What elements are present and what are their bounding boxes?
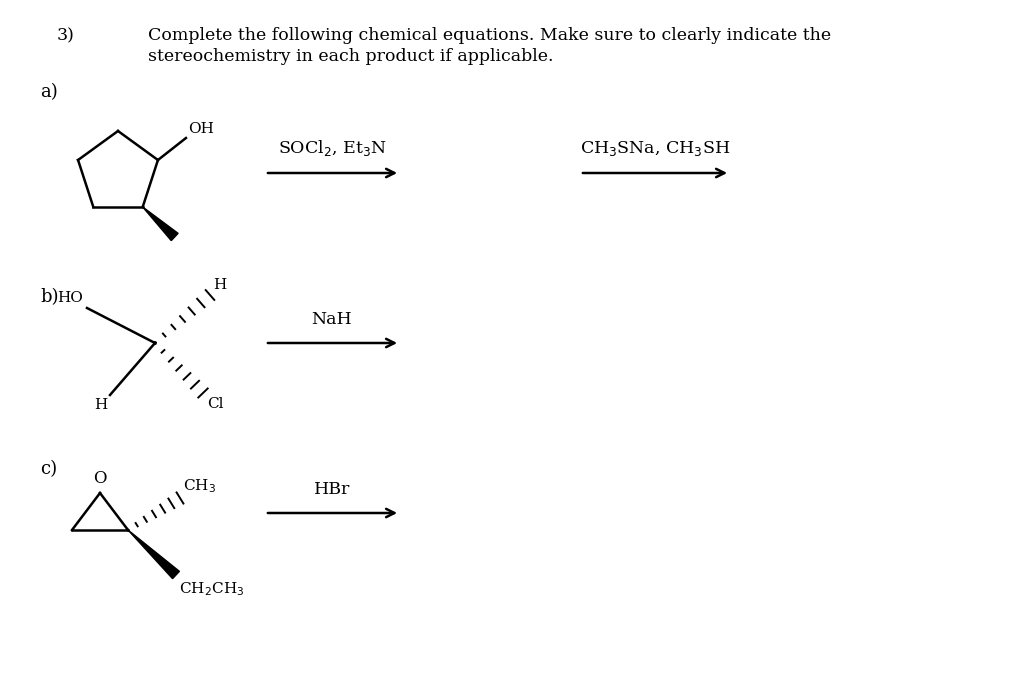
Text: SOCl$_2$, Et$_3$N: SOCl$_2$, Et$_3$N — [278, 138, 386, 158]
Text: HBr: HBr — [313, 481, 350, 498]
Text: Cl: Cl — [207, 397, 223, 411]
Text: Complete the following chemical equations. Make sure to clearly indicate the: Complete the following chemical equation… — [148, 27, 831, 44]
Polygon shape — [142, 207, 178, 241]
Text: O: O — [93, 470, 106, 487]
Text: CH$_3$: CH$_3$ — [183, 477, 216, 495]
Text: H: H — [94, 398, 106, 412]
Text: NaH: NaH — [311, 311, 352, 328]
Text: stereochemistry in each product if applicable.: stereochemistry in each product if appli… — [148, 48, 554, 65]
Text: c): c) — [40, 460, 57, 478]
Text: b): b) — [40, 288, 58, 306]
Text: a): a) — [40, 83, 57, 101]
Text: OH: OH — [188, 122, 214, 136]
Text: HO: HO — [57, 291, 83, 305]
Text: CH$_3$SNa, CH$_3$SH: CH$_3$SNa, CH$_3$SH — [580, 139, 730, 158]
Text: 3): 3) — [57, 27, 75, 44]
Text: CH$_2$CH$_3$: CH$_2$CH$_3$ — [179, 580, 245, 598]
Text: H: H — [213, 278, 226, 292]
Polygon shape — [128, 530, 179, 578]
